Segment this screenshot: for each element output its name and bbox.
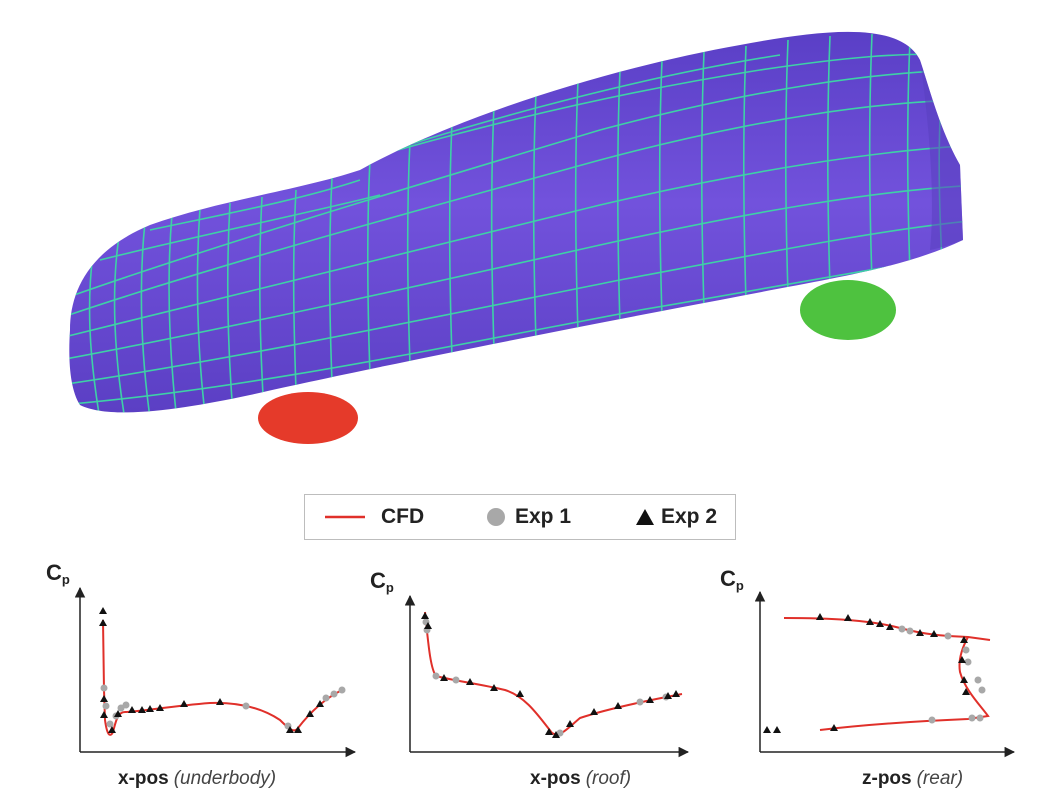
exp1-point [636,698,644,706]
exp1-point [964,658,972,666]
grey-circle-icon [487,508,505,526]
exp2-point [180,700,188,707]
exp2-point [100,711,108,718]
exp2-point [960,676,968,683]
exp2-point [876,620,884,627]
exp1-point [242,702,250,710]
car-model-illustration [69,31,964,444]
plot2-ylabel: Cp [370,568,394,595]
exp2-point [844,614,852,621]
exp2-point [146,705,154,712]
exp2-point [490,684,498,691]
exp1-point [556,729,564,737]
legend-entry-exp1: Exp 1 [485,495,571,539]
exp1-point [944,632,952,640]
exp2-point [440,674,448,681]
exp2-point [930,630,938,637]
plot3-cfd-line [783,617,991,731]
exp1-point [898,625,906,633]
plot2-exp1-points [422,618,670,737]
plot1-ylabel: Cp [46,560,70,587]
plot3-exp1-points [898,625,986,724]
exp2-point [100,695,108,702]
chart-legend: CFD Exp 1 Exp 2 [304,494,736,540]
exp2-point [552,731,560,738]
exp2-point [424,622,432,629]
exp2-point [156,704,164,711]
exp2-point [830,724,838,731]
plot2-cfd-line [424,611,683,736]
legend-entry-cfd: CFD [323,495,424,539]
exp2-point [866,618,874,625]
exp2-point [962,688,970,695]
exp1-point [928,716,936,724]
exp2-point [99,607,107,614]
plot1-exp1-points [100,684,346,730]
plot1-exp2-points [99,607,324,733]
plot1-xlabel: x-pos (underbody) [118,768,277,789]
exp2-point [763,726,771,733]
exp2-point [646,696,654,703]
exp2-point [958,656,966,663]
exp2-point [114,710,122,717]
plot2-exp2-points [421,612,680,738]
exp2-point [306,710,314,717]
plot2-xlabel: x-pos (roof) [530,768,632,789]
exp2-point [773,726,781,733]
exp1-point [330,690,338,698]
exp2-point [672,690,680,697]
plot-rear [754,590,1016,758]
exp2-point [545,728,553,735]
plot3-ylabel: Cp [720,566,744,593]
plot-underbody [74,586,357,758]
exp2-point [516,690,524,697]
exp2-point [614,702,622,709]
cfd-line-icon [325,515,365,519]
plot-roof [404,594,690,758]
front-wheel [258,392,358,444]
legend-label-exp2: Exp 2 [661,505,718,528]
exp1-point [106,720,114,728]
exp1-point [100,684,108,692]
exp1-point [976,714,984,722]
exp2-point [466,678,474,685]
plot3-exp2-points [763,613,970,733]
exp1-point [338,686,346,694]
exp1-point [962,646,970,654]
exp2-point [916,629,924,636]
exp2-point [294,726,302,733]
black-triangle-icon [636,509,654,525]
exp2-point [816,613,824,620]
exp1-point [452,676,460,684]
legend-entry-exp2: Exp 2 [635,495,717,539]
exp1-point [974,676,982,684]
rear-wheel [800,280,896,340]
legend-label-exp1: Exp 1 [515,505,572,528]
plot3-xlabel: z-pos (rear) [862,768,964,789]
exp2-point [566,720,574,727]
exp1-point [978,686,986,694]
exp2-point [216,698,224,705]
exp2-point [590,708,598,715]
exp2-point [421,612,429,619]
exp2-point [138,706,146,713]
exp1-point [432,672,440,680]
exp2-point [960,636,968,643]
exp2-point [664,692,672,699]
exp2-point [108,726,116,733]
legend-label-cfd: CFD [381,505,425,528]
exp2-point [316,700,324,707]
exp2-point [99,619,107,626]
exp2-point [286,726,294,733]
plot1-cfd-line [102,619,343,736]
exp1-point [102,702,110,710]
exp1-point [122,701,130,709]
exp1-point [968,714,976,722]
exp2-point [128,706,136,713]
exp2-point [886,623,894,630]
exp1-point [322,694,330,702]
exp1-point [906,627,914,635]
